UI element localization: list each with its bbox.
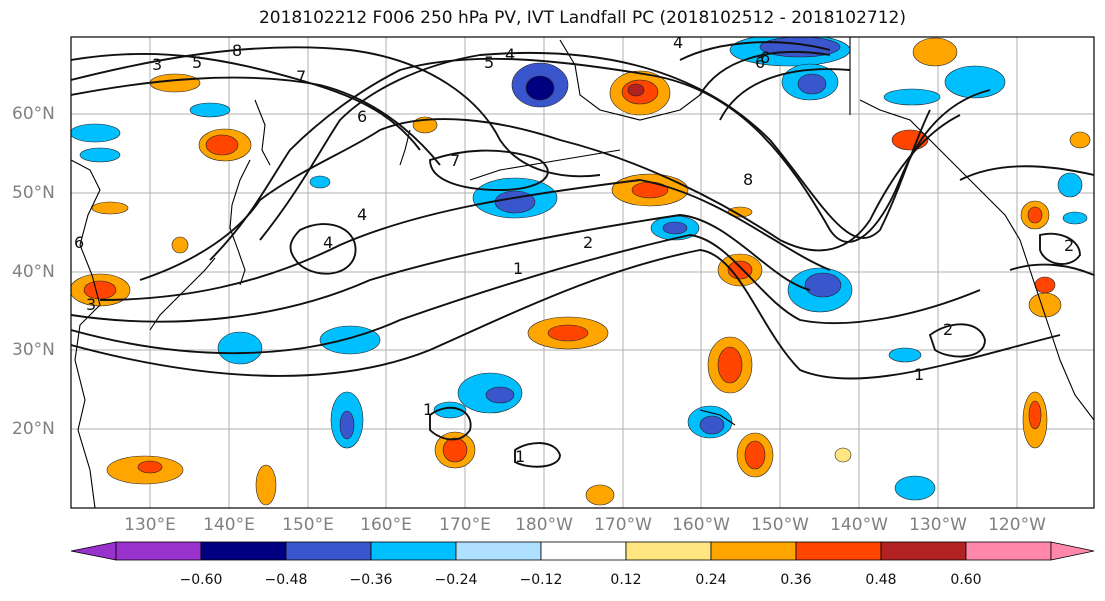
contour-label: 6 (74, 233, 84, 252)
contour-label: 7 (450, 151, 460, 170)
colorbar-low-arrow (70, 541, 117, 561)
colorbar (70, 541, 1095, 561)
contour-label: 5 (192, 53, 202, 72)
contour-labels: 8 7 6 5 5 4 3 6 7 4 4 2 1 1 1 2 2 8 6 4 … (74, 33, 1074, 466)
coastlines (71, 37, 1094, 508)
contour-label: 2 (1064, 236, 1074, 255)
colorbar-tick: −0.48 (264, 572, 308, 588)
pv-anomaly-fills (71, 37, 1091, 506)
contour-label: 6 (760, 48, 770, 67)
lat-label: 20°N (12, 419, 55, 439)
lon-label: 160°W (672, 515, 730, 535)
colorbar-tick: 0.60 (950, 572, 982, 588)
contour-label: 1 (513, 259, 523, 278)
map-title: 2018102212 F006 250 hPa PV, IVT Landfall… (258, 8, 906, 28)
lon-label: 130°W (909, 515, 967, 535)
lon-label: 130°E (124, 515, 176, 535)
contour-label: 8 (232, 41, 242, 60)
colorbar-tick: −0.36 (349, 572, 393, 588)
contour-label: 8 (743, 170, 753, 189)
lon-label: 120°W (988, 515, 1046, 535)
contour-label: 4 (673, 33, 683, 52)
lat-label: 30°N (12, 340, 55, 360)
colorbar-tick: 0.12 (610, 572, 642, 588)
lon-label: 160°E (360, 515, 412, 535)
colorbar-tick: 0.24 (695, 572, 727, 588)
colorbar-tick: −0.60 (179, 572, 223, 588)
contour-label: 2 (943, 320, 953, 339)
contour-label: 1 (423, 400, 433, 419)
map-frame (70, 36, 1095, 509)
lon-label: 150°E (282, 515, 334, 535)
colorbar-tick: 0.36 (780, 572, 812, 588)
contour-label: 4 (357, 205, 367, 224)
colorbar-tick: −0.24 (434, 572, 478, 588)
lat-label: 60°N (12, 104, 55, 124)
colorbar-tick: 0.48 (865, 572, 897, 588)
pv-contours (71, 41, 1094, 468)
contour-label: 4 (505, 45, 515, 64)
lon-label: 150°W (751, 515, 809, 535)
contour-label: 5 (484, 53, 494, 72)
lon-label: 140°W (830, 515, 888, 535)
lat-label: 50°N (12, 183, 55, 203)
map-plot-area (71, 37, 1094, 508)
colorbar-high-arrow (1050, 541, 1095, 561)
contour-label: 1 (515, 447, 525, 466)
lat-label: 40°N (12, 262, 55, 282)
contour-label: 3 (86, 295, 96, 314)
contour-label: 4 (323, 233, 333, 252)
contour-label: 6 (357, 107, 367, 126)
contour-label: 2 (583, 233, 593, 252)
colorbar-tick: −0.12 (519, 572, 563, 588)
lon-label: 170°E (439, 515, 491, 535)
contour-label: 6 (755, 53, 765, 72)
lon-label: 180°W (515, 515, 573, 535)
contour-label: 3 (152, 55, 162, 74)
contour-label: 1 (914, 365, 924, 384)
lon-label: 140°E (203, 515, 255, 535)
lon-label: 170°W (594, 515, 652, 535)
contour-label: 7 (296, 67, 306, 86)
